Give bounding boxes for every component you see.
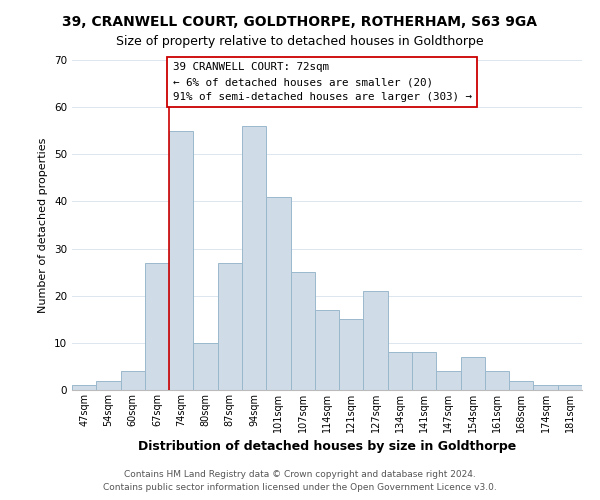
Bar bbox=[145, 262, 169, 390]
Bar bbox=[533, 386, 558, 390]
X-axis label: Distribution of detached houses by size in Goldthorpe: Distribution of detached houses by size … bbox=[138, 440, 516, 454]
Bar bbox=[558, 386, 582, 390]
Text: 39 CRANWELL COURT: 72sqm
← 6% of detached houses are smaller (20)
91% of semi-de: 39 CRANWELL COURT: 72sqm ← 6% of detache… bbox=[173, 62, 472, 102]
Bar bbox=[121, 371, 145, 390]
Bar bbox=[218, 262, 242, 390]
Bar bbox=[290, 272, 315, 390]
Bar bbox=[339, 320, 364, 390]
Bar bbox=[96, 380, 121, 390]
Bar bbox=[266, 196, 290, 390]
Text: Contains HM Land Registry data © Crown copyright and database right 2024.
Contai: Contains HM Land Registry data © Crown c… bbox=[103, 470, 497, 492]
Bar bbox=[485, 371, 509, 390]
Bar bbox=[412, 352, 436, 390]
Bar bbox=[169, 130, 193, 390]
Bar bbox=[509, 380, 533, 390]
Y-axis label: Number of detached properties: Number of detached properties bbox=[38, 138, 49, 312]
Bar bbox=[72, 386, 96, 390]
Bar bbox=[193, 343, 218, 390]
Bar bbox=[436, 371, 461, 390]
Bar bbox=[461, 357, 485, 390]
Text: Size of property relative to detached houses in Goldthorpe: Size of property relative to detached ho… bbox=[116, 35, 484, 48]
Text: 39, CRANWELL COURT, GOLDTHORPE, ROTHERHAM, S63 9GA: 39, CRANWELL COURT, GOLDTHORPE, ROTHERHA… bbox=[62, 15, 538, 29]
Bar bbox=[364, 291, 388, 390]
Bar bbox=[315, 310, 339, 390]
Bar bbox=[388, 352, 412, 390]
Bar bbox=[242, 126, 266, 390]
